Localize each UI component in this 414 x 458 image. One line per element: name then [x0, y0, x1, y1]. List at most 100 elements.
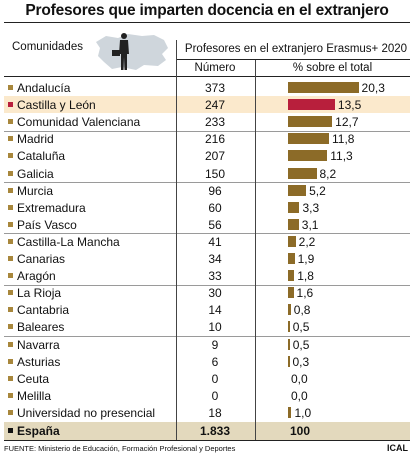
pct-label: 1,9: [297, 252, 315, 266]
pct-label: 8,2: [319, 166, 337, 181]
bar-5: [288, 167, 317, 179]
number-value: 207: [204, 149, 226, 164]
total-pct: 100: [290, 424, 311, 438]
header-pct: % sobre el total: [292, 62, 373, 74]
row-marker: [8, 256, 13, 261]
region-label: Galicia: [17, 166, 54, 181]
pct-label: 0,5: [292, 320, 310, 335]
pct-label: 1,0: [294, 405, 312, 420]
row-marker: [8, 221, 13, 227]
bar-4: [288, 150, 328, 162]
bar-12: [288, 287, 294, 299]
row-marker: [8, 204, 13, 210]
region-label: Aragón: [17, 269, 56, 284]
pct-label: 3,3: [302, 200, 320, 215]
number-value: 373: [204, 81, 226, 95]
number-value: 60: [208, 200, 222, 215]
bar-6: [288, 184, 307, 196]
region-label: Castilla-La Mancha: [17, 234, 120, 249]
bottom-rule: [4, 440, 410, 441]
group-separator: [4, 233, 410, 235]
region-label: Navarra: [17, 337, 60, 352]
pct-label: 1,6: [296, 286, 314, 301]
bar-15: [288, 338, 290, 350]
row-marker: [8, 153, 13, 159]
pct-label: 13,5: [337, 98, 362, 113]
region-label: Murcia: [17, 183, 54, 198]
pct-label: 11,8: [332, 132, 355, 147]
region-label: Universidad no presencial: [17, 405, 156, 420]
number-value: 30: [208, 286, 222, 301]
total-number: 1.833: [199, 424, 231, 438]
region-label: Canarias: [17, 252, 66, 266]
number-value: 14: [208, 303, 222, 318]
number-value: 56: [208, 217, 222, 232]
pct-label: 0,8: [293, 303, 311, 318]
divider-2: [255, 60, 256, 440]
number-value: 6: [211, 354, 219, 369]
number-value: 18: [208, 405, 222, 420]
pct-label: 0,3: [292, 354, 310, 369]
bar-11: [288, 270, 295, 282]
pct-label: 11,3: [330, 149, 353, 164]
pct-label: 2,2: [298, 234, 316, 249]
bar-7: [288, 201, 300, 213]
region-label: Baleares: [17, 320, 65, 335]
header-number: Número: [194, 62, 236, 74]
region-label: Comunidad Valenciana: [17, 115, 141, 130]
region-label: Cantabria: [17, 303, 70, 318]
bar-2: [288, 116, 333, 128]
group-separator: [4, 336, 410, 337]
number-value: 150: [204, 166, 226, 181]
region-label: La Rioja: [17, 286, 62, 301]
pct-label: 0,5: [292, 337, 310, 352]
row-marker: [8, 187, 13, 193]
bar-3: [288, 133, 329, 145]
row-marker: [8, 238, 13, 244]
pct-label: 3,1: [301, 217, 319, 232]
number-value: 0: [211, 371, 219, 386]
group-separator: [4, 130, 410, 132]
region-label: Asturias: [17, 354, 61, 369]
pct-label: 20,3: [361, 81, 385, 95]
region-label: Andalucía: [17, 81, 71, 95]
row-marker: [8, 324, 13, 330]
region-label: Madrid: [17, 132, 54, 147]
number-value: 41: [208, 234, 222, 249]
pct-label: 1,8: [297, 269, 314, 284]
number-value: 0: [211, 388, 219, 403]
teacher-silhouette-icon: [112, 33, 129, 70]
number-value: 10: [208, 320, 222, 335]
bar-19: [288, 406, 292, 418]
pct-label: 12,7: [335, 115, 359, 130]
top-rule: [4, 22, 410, 23]
pct-label: 0,0: [291, 388, 308, 403]
pct-label: 0,0: [291, 371, 308, 386]
number-value: 233: [204, 115, 226, 130]
castilla-leon-map-icon: [96, 33, 168, 70]
header-region: Comunidades: [12, 41, 83, 53]
bar-13: [288, 304, 291, 316]
number-value: 216: [204, 132, 226, 147]
region-label: Melilla: [17, 388, 52, 403]
row-marker: [8, 375, 13, 381]
number-value: 34: [208, 252, 222, 266]
region-label: Castilla y León: [17, 98, 96, 113]
row-marker: [8, 307, 13, 313]
header-rule: [4, 76, 410, 77]
region-label: País Vasco: [17, 217, 77, 232]
header-group: Profesores en el extranjero Erasmus+ 202…: [184, 43, 408, 55]
row-marker: [8, 273, 13, 279]
total-marker: [8, 428, 13, 433]
region-label: Ceuta: [17, 371, 50, 386]
divider-1: [176, 40, 177, 440]
region-label: Cataluña: [17, 149, 66, 164]
bar-9: [288, 235, 296, 247]
row-marker: [8, 409, 13, 415]
number-value: 247: [204, 98, 226, 113]
bar-14: [288, 321, 290, 333]
row-marker: [8, 358, 13, 364]
row-marker: [8, 170, 13, 176]
header-subrule: [176, 59, 410, 60]
row-marker: [8, 392, 13, 398]
